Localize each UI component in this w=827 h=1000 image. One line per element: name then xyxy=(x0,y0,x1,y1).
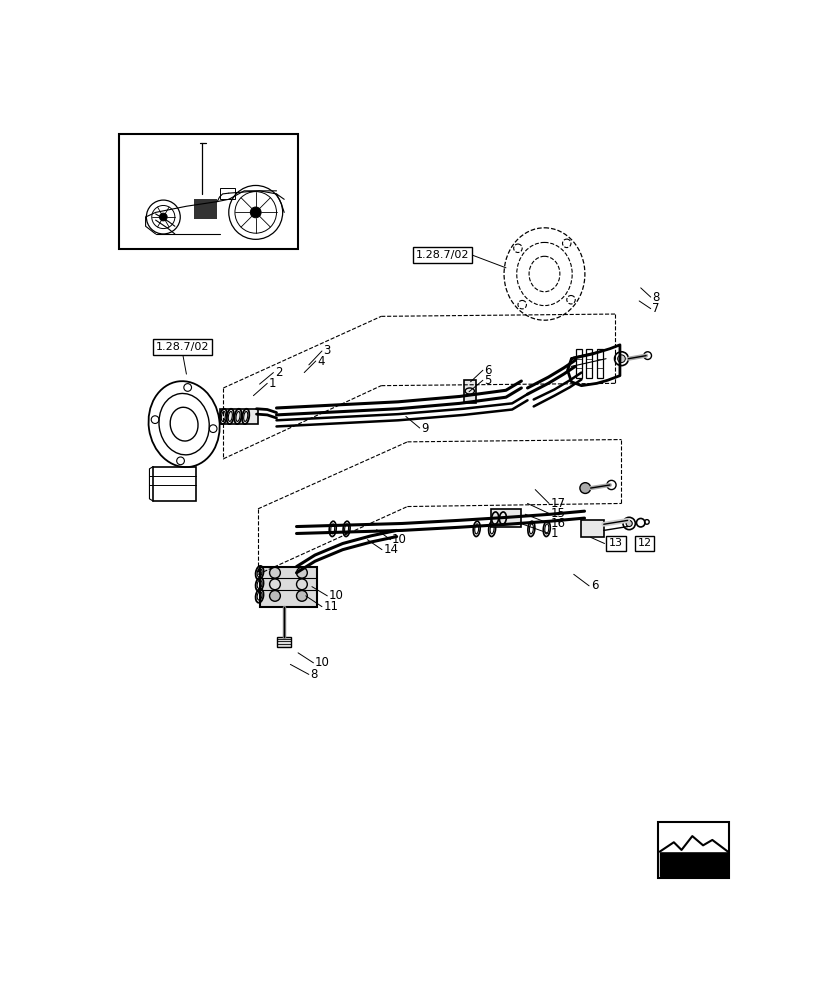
Circle shape xyxy=(270,567,280,578)
Bar xyxy=(657,822,729,878)
Circle shape xyxy=(617,355,624,363)
Text: 2: 2 xyxy=(275,366,282,379)
Text: 10: 10 xyxy=(328,589,343,602)
Text: 11: 11 xyxy=(323,600,338,613)
Text: 1: 1 xyxy=(550,527,557,540)
Bar xyxy=(219,409,258,424)
Bar xyxy=(463,380,476,403)
Circle shape xyxy=(296,567,307,578)
Bar xyxy=(219,188,235,199)
Circle shape xyxy=(250,207,261,218)
Text: 1.28.7/02: 1.28.7/02 xyxy=(416,250,469,260)
Text: 13: 13 xyxy=(609,538,623,548)
Bar xyxy=(259,567,317,607)
Bar xyxy=(463,380,476,403)
Text: 17: 17 xyxy=(550,497,565,510)
Bar xyxy=(219,409,258,424)
Bar xyxy=(576,349,581,378)
Circle shape xyxy=(625,520,632,527)
Text: 1.28.7/02: 1.28.7/02 xyxy=(155,342,209,352)
Bar xyxy=(153,466,195,501)
Circle shape xyxy=(579,483,590,493)
Text: 8: 8 xyxy=(652,291,659,304)
Text: 12: 12 xyxy=(637,538,651,548)
Text: 6: 6 xyxy=(484,364,491,377)
Text: 1: 1 xyxy=(269,377,276,390)
Text: 6: 6 xyxy=(590,579,597,592)
Polygon shape xyxy=(691,858,725,871)
Text: 4: 4 xyxy=(317,355,324,368)
Bar xyxy=(194,199,217,219)
Text: 3: 3 xyxy=(323,344,331,358)
Text: 15: 15 xyxy=(550,507,565,520)
Bar xyxy=(596,349,602,378)
Text: 14: 14 xyxy=(383,543,398,556)
Polygon shape xyxy=(659,852,727,876)
Text: 9: 9 xyxy=(421,422,428,434)
Text: 5: 5 xyxy=(484,374,491,387)
Circle shape xyxy=(296,590,307,601)
Circle shape xyxy=(270,590,280,601)
Text: 7: 7 xyxy=(652,302,659,315)
Bar xyxy=(490,509,521,527)
Bar xyxy=(277,637,291,647)
Bar xyxy=(580,520,603,537)
Bar xyxy=(277,637,291,647)
Text: 10: 10 xyxy=(391,533,406,546)
Bar xyxy=(259,567,317,607)
Circle shape xyxy=(160,213,167,221)
Text: 16: 16 xyxy=(550,517,565,530)
Polygon shape xyxy=(659,836,727,852)
Text: 8: 8 xyxy=(310,668,318,681)
Bar xyxy=(580,520,603,537)
Bar xyxy=(490,509,521,527)
Bar xyxy=(586,349,591,378)
Bar xyxy=(119,134,298,249)
Text: 10: 10 xyxy=(314,656,329,669)
